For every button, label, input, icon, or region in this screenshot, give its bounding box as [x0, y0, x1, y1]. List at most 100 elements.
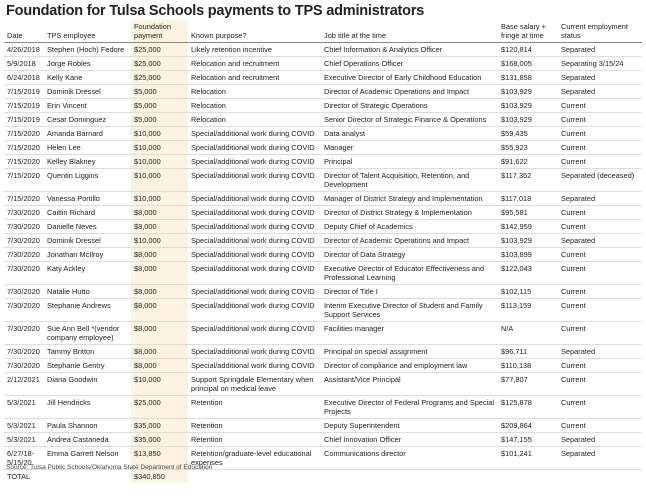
table-row: 7/30/2020 Sue Ann Bell *(vendor company e…: [4, 321, 642, 345]
table-cell: Retention: [188, 395, 321, 419]
table-row: 7/30/2020 Tammy Britton $8,000 Special/addi…: [4, 344, 642, 359]
table-cell: Current: [558, 140, 642, 155]
table-cell: Kelley Blakney: [44, 154, 131, 169]
table-cell: Senior Director of Strategic Finance & O…: [321, 112, 498, 127]
table-cell: Stephanie Andrews: [44, 298, 131, 322]
table-row: 6/24/2018 Kelly Kane $25,000 Relocation and…: [4, 70, 642, 85]
column-header: Known purpose?: [188, 20, 321, 43]
table-row: 7/15/2020 Vanessa Portillo $10,000 Special/…: [4, 191, 642, 206]
table-cell: 7/30/2020: [4, 261, 44, 285]
table-cell: 7/30/2020: [4, 344, 44, 359]
table-cell: Danielle Neves: [44, 219, 131, 234]
table-cell: 7/15/2020: [4, 191, 44, 206]
table-cell: $117,018: [498, 191, 558, 206]
table-cell: 5/3/2021: [4, 395, 44, 419]
table-cell: Director of Academic Operations and Impa…: [321, 233, 498, 248]
total-row: TOTAL $340,850: [4, 469, 642, 484]
table-cell: Sue Ann Bell *(vendor company employee): [44, 321, 131, 345]
table-cell: $5,000: [131, 112, 188, 127]
table-cell: 7/15/2019: [4, 98, 44, 113]
table-cell: Relocation: [188, 84, 321, 99]
table-cell: $8,000: [131, 219, 188, 234]
table-cell: Chief Operations Officer: [321, 56, 498, 71]
table-cell: Current: [558, 321, 642, 345]
table-cell: $8,000: [131, 344, 188, 359]
table-cell: 7/15/2020: [4, 154, 44, 169]
table-cell: [321, 470, 498, 484]
table-row: 7/15/2019 Dominik Dressel $5,000 Relocation…: [4, 84, 642, 99]
table-cell: Stephanie Gentry: [44, 358, 131, 373]
table-cell: Special/additional work during COVID: [188, 219, 321, 234]
table-cell: $10,000: [131, 126, 188, 141]
table-row: 5/3/2021 Andrea Castaneda $35,000 Retention…: [4, 432, 642, 447]
table-cell: Current: [558, 247, 642, 262]
table-cell: Director of Academic Operations and Impa…: [321, 84, 498, 99]
table-cell: $8,000: [131, 358, 188, 373]
table-cell: $103,929: [498, 98, 558, 113]
table-cell: $103,929: [498, 233, 558, 248]
table-cell: Director of Title I: [321, 284, 498, 299]
table-cell: Chief Innovation Officer: [321, 432, 498, 447]
table-cell: Current: [558, 298, 642, 322]
table-cell: Retention: [188, 432, 321, 447]
table-cell: Vanessa Portillo: [44, 191, 131, 206]
table-cell: Retention: [188, 418, 321, 433]
table-cell: Current: [558, 372, 642, 396]
table-cell: Current: [558, 219, 642, 234]
table-cell: Special/additional work during COVID: [188, 168, 321, 192]
table-cell: $103,899: [498, 247, 558, 262]
table-cell: 5/9/2018: [4, 56, 44, 71]
table-cell: Stephen (Hoch) Fedore: [44, 42, 131, 57]
table-cell: 7/30/2020: [4, 358, 44, 373]
title: Foundation for Tulsa Schools payments to…: [6, 3, 425, 19]
table-cell: Manager: [321, 140, 498, 155]
table-cell: Special/additional work during COVID: [188, 344, 321, 359]
table-cell: Erin Vincent: [44, 98, 131, 113]
table-header: Date TPS employee Foundation payment Known …: [4, 20, 642, 43]
table-cell: $5,000: [131, 98, 188, 113]
table-cell: Andrea Castaneda: [44, 432, 131, 447]
table-cell: $91,622: [498, 154, 558, 169]
table-cell: Jorge Robles: [44, 56, 131, 71]
table-cell: Special/additional work during COVID: [188, 358, 321, 373]
table-cell: 7/30/2020: [4, 205, 44, 220]
table-cell: 5/3/2021: [4, 432, 44, 447]
table-row: 7/15/2019 Erin Vincent $5,000 Relocation Dir…: [4, 98, 642, 113]
table-cell: [44, 470, 131, 484]
table-cell: Special/additional work during COVID: [188, 140, 321, 155]
table-cell: $168,005: [498, 56, 558, 71]
table-cell: Separated: [558, 70, 642, 85]
table-cell: $8,000: [131, 261, 188, 285]
table-cell: $13,850: [131, 446, 188, 470]
table-cell: Special/additional work during COVID: [188, 261, 321, 285]
table-cell: Likely retention incentive: [188, 42, 321, 57]
table-row: 7/15/2019 Cesar Dominguez $5,000 Relocation…: [4, 112, 642, 127]
table-cell: 5/3/2021: [4, 418, 44, 433]
table-cell: 4/26/2018: [4, 42, 44, 57]
table-cell: Manager of District Strategy and Impleme…: [321, 191, 498, 206]
table-cell: Tammy Britton: [44, 344, 131, 359]
table-cell: Communications director: [321, 446, 498, 470]
table-cell: $96,711: [498, 344, 558, 359]
table-cell: Deputy Chief of Academics: [321, 219, 498, 234]
table-cell: Current: [558, 261, 642, 285]
column-header: Foundation payment: [131, 20, 188, 43]
table-cell: Executive Director of Educator Effective…: [321, 261, 498, 285]
table-cell: Special/additional work during COVID: [188, 233, 321, 248]
table-cell: N/A: [498, 321, 558, 345]
table-cell: Cesar Dominguez: [44, 112, 131, 127]
table-cell: Special/additional work during COVID: [188, 154, 321, 169]
table-cell: Emma Garrett Nelson: [44, 446, 131, 470]
table-cell: $125,878: [498, 395, 558, 419]
table-row: 7/15/2020 Quentin Liggins $10,000 Special/a…: [4, 168, 642, 192]
table-cell: Dominik Dressel: [44, 84, 131, 99]
table-cell: Relocation and recruitment: [188, 70, 321, 85]
table-row: 7/30/2020 Katy Ackley $8,000 Special/additi…: [4, 261, 642, 285]
table-cell: Current: [558, 154, 642, 169]
table-cell: Current: [558, 358, 642, 373]
table-cell: $8,000: [131, 247, 188, 262]
table-cell: Natalie Hutto: [44, 284, 131, 299]
table-cell: Chief Information & Analytics Officer: [321, 42, 498, 57]
table-cell: Special/additional work during COVID: [188, 284, 321, 299]
table-row: 7/15/2020 Kelley Blakney $10,000 Special/ad…: [4, 154, 642, 169]
